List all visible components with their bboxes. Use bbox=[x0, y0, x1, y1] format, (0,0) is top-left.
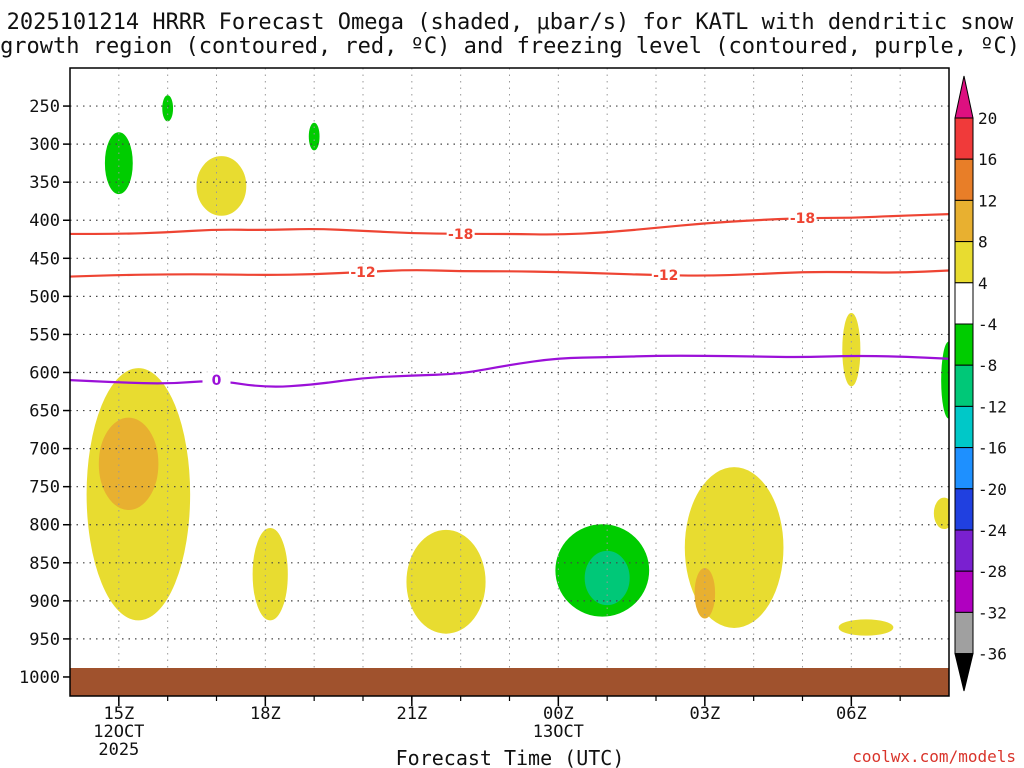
colorbar-label-7: -12 bbox=[978, 397, 1007, 416]
y-tick-label-250: 250 bbox=[29, 97, 60, 117]
contour-label--12: -12 bbox=[350, 265, 375, 281]
colorbar: 20 16 12 8 4 -4 -8 -12 -16 -20 -24 -28 -32 -36 bbox=[954, 75, 1007, 692]
contour-label--18: -18 bbox=[448, 227, 473, 243]
colorbar-label-10: -24 bbox=[978, 521, 1007, 540]
omega-region-12 bbox=[842, 312, 861, 387]
colorbar-segment-12 bbox=[954, 611, 974, 655]
y-tick-label-400: 400 bbox=[29, 211, 60, 231]
omega-region-3 bbox=[196, 156, 247, 216]
colorbar-segment-0 bbox=[954, 117, 974, 160]
colorbar-segment-4 bbox=[954, 282, 974, 325]
contour-line-0 bbox=[70, 354, 949, 388]
omega-region-15 bbox=[933, 497, 949, 530]
y-tick-label-600: 600 bbox=[29, 363, 60, 383]
omega-region-11 bbox=[694, 567, 716, 619]
colorbar-label-5: -4 bbox=[978, 315, 997, 334]
x-tick-label-21Z: 21Z bbox=[396, 704, 427, 724]
y-tick-label-650: 650 bbox=[29, 402, 60, 422]
ground-fill bbox=[70, 668, 949, 696]
x-tick-sublabel: 13OCT bbox=[533, 722, 584, 742]
y-tick-label-800: 800 bbox=[29, 516, 60, 536]
omega-region-7 bbox=[406, 529, 486, 634]
x-tick-sublabel: 2025 bbox=[98, 740, 139, 760]
omega-shading-layer bbox=[86, 95, 949, 636]
x-tick-label-00Z: 00Z bbox=[543, 704, 574, 724]
colorbar-segment-8 bbox=[954, 447, 974, 490]
contour-line--12 bbox=[70, 269, 949, 278]
y-tick-label-950: 950 bbox=[29, 630, 60, 650]
colorbar-label-12: -32 bbox=[978, 603, 1007, 622]
credit-text: coolwx.com/models bbox=[852, 747, 1016, 766]
contour-label-bg-0-0 bbox=[446, 225, 475, 242]
contour-label--18: -18 bbox=[790, 211, 815, 227]
title-line-2: growth region (contoured, red, ºC) and f… bbox=[0, 34, 1020, 59]
colorbar-label-13: -36 bbox=[978, 645, 1007, 664]
colorbar-segment-1 bbox=[954, 158, 974, 201]
colorbar-segment-9 bbox=[954, 488, 974, 531]
title-line-1: 2025101214 HRRR Forecast Omega (shaded, … bbox=[7, 10, 1014, 35]
colorbar-label-1: 16 bbox=[978, 150, 997, 169]
y-tick-label-900: 900 bbox=[29, 592, 60, 612]
y-tick-label-850: 850 bbox=[29, 554, 60, 574]
x-tick-sublabel: 12OCT bbox=[93, 722, 144, 742]
contour-label--12: -12 bbox=[653, 268, 678, 284]
colorbar-label-6: -8 bbox=[978, 356, 997, 375]
x-tick-label-03Z: 03Z bbox=[689, 704, 720, 724]
y-tick-label-350: 350 bbox=[29, 173, 60, 193]
colorbar-top-arrow bbox=[954, 75, 974, 119]
y-tick-label-500: 500 bbox=[29, 287, 60, 307]
omega-region-2 bbox=[308, 122, 320, 151]
colorbar-label-0: 20 bbox=[978, 109, 997, 128]
colorbar-bottom-arrow bbox=[954, 653, 974, 692]
grid-lines bbox=[70, 68, 949, 696]
contour-line--18 bbox=[70, 213, 949, 236]
y-axis: 250 300 350 400 450 500 550 600 650 700 750 800 850 9… bbox=[19, 97, 70, 688]
x-tick-label-18Z: 18Z bbox=[250, 704, 281, 724]
colorbar-label-9: -20 bbox=[978, 480, 1007, 499]
contour-label-bg-1-0 bbox=[349, 264, 377, 281]
colorbar-label-4: 4 bbox=[978, 274, 988, 293]
contour-label-bg-0-1 bbox=[788, 209, 817, 226]
colorbar-label-3: 8 bbox=[978, 233, 988, 252]
chart-title: 2025101214 HRRR Forecast Omega (shaded, … bbox=[0, 10, 1020, 59]
colorbar-label-2: 12 bbox=[978, 191, 997, 210]
colorbar-segment-6 bbox=[954, 364, 974, 407]
colorbar-label-11: -28 bbox=[978, 562, 1007, 581]
x-tick-label-06Z: 06Z bbox=[836, 704, 867, 724]
contour-layer: -18 -18 -12 -12 0 bbox=[70, 209, 949, 389]
omega-region-9 bbox=[584, 550, 630, 606]
y-tick-label-700: 700 bbox=[29, 440, 60, 460]
y-tick-label-450: 450 bbox=[29, 249, 60, 269]
plot-area: -18 -18 -12 -12 0 bbox=[69, 67, 950, 697]
y-tick-label-550: 550 bbox=[29, 325, 60, 345]
colorbar-label-8: -16 bbox=[978, 439, 1007, 458]
x-tick-label-15Z: 15Z bbox=[103, 704, 134, 724]
contour-label-bg-1-1 bbox=[651, 267, 680, 284]
y-tick-label-300: 300 bbox=[29, 135, 60, 155]
y-tick-label-750: 750 bbox=[29, 478, 60, 498]
omega-region-5 bbox=[98, 417, 159, 511]
y-tick-label-1000: 1000 bbox=[19, 668, 60, 688]
colorbar-segment-7 bbox=[954, 405, 974, 449]
colorbar-segment-5 bbox=[954, 323, 974, 366]
omega-region-0 bbox=[104, 132, 133, 195]
colorbar-segment-11 bbox=[954, 570, 974, 613]
colorbar-segment-3 bbox=[954, 241, 974, 284]
colorbar-segment-2 bbox=[954, 199, 974, 243]
contour-label-bg-2-0 bbox=[202, 372, 231, 389]
colorbar-segment-10 bbox=[954, 529, 974, 572]
contour-label-0: 0 bbox=[212, 373, 222, 389]
omega-region-13 bbox=[838, 619, 894, 636]
omega-region-6 bbox=[252, 528, 288, 621]
x-axis-label: Forecast Time (UTC) bbox=[396, 746, 625, 768]
